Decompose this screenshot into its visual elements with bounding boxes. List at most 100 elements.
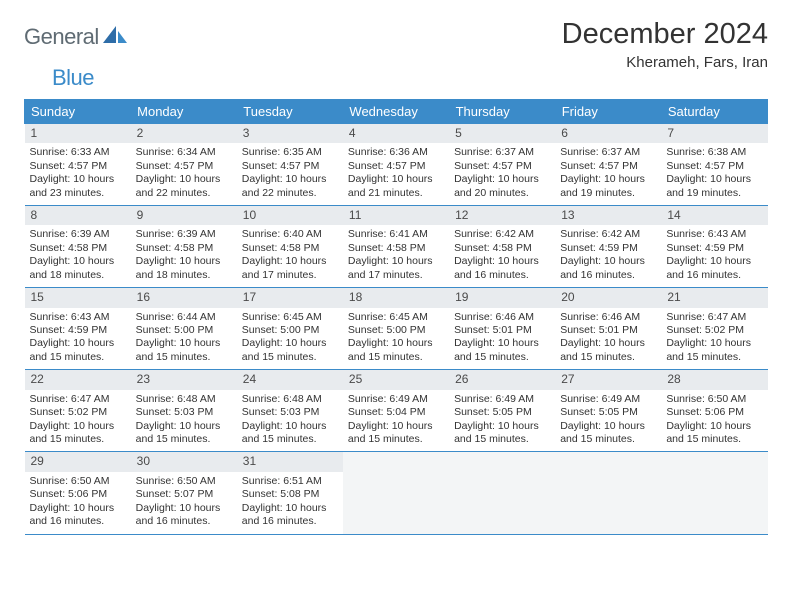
day-header: Tuesday [237,100,343,124]
empty-day [343,452,449,534]
sunrise: Sunrise: 6:37 AM [560,146,656,159]
day-number: 7 [661,124,767,143]
location: Kherameh, Fars, Iran [562,54,768,71]
day-cell: 30Sunrise: 6:50 AMSunset: 5:07 PMDayligh… [131,452,237,534]
sunset: Sunset: 4:59 PM [666,242,762,255]
day-number: 18 [343,288,449,307]
calendar-week-row: 29Sunrise: 6:50 AMSunset: 5:06 PMDayligh… [25,452,768,534]
day-body: Sunrise: 6:50 AMSunset: 5:07 PMDaylight:… [131,472,237,534]
day-cell: 28Sunrise: 6:50 AMSunset: 5:06 PMDayligh… [661,370,767,452]
day-number: 28 [661,370,767,389]
day-cell: 9Sunrise: 6:39 AMSunset: 4:58 PMDaylight… [131,206,237,288]
daylight: Daylight: 10 hours and 15 minutes. [30,337,126,364]
day-body: Sunrise: 6:49 AMSunset: 5:05 PMDaylight:… [555,390,661,452]
day-cell: 23Sunrise: 6:48 AMSunset: 5:03 PMDayligh… [131,370,237,452]
day-header: Friday [555,100,661,124]
day-cell: 2Sunrise: 6:34 AMSunset: 4:57 PMDaylight… [131,124,237,206]
day-body: Sunrise: 6:35 AMSunset: 4:57 PMDaylight:… [237,143,343,205]
daylight: Daylight: 10 hours and 20 minutes. [454,173,550,200]
sunrise: Sunrise: 6:49 AM [454,393,550,406]
day-body: Sunrise: 6:37 AMSunset: 4:57 PMDaylight:… [449,143,555,205]
daylight: Daylight: 10 hours and 16 minutes. [560,255,656,282]
sunrise: Sunrise: 6:45 AM [242,311,338,324]
day-header: Monday [131,100,237,124]
day-cell: 7Sunrise: 6:38 AMSunset: 4:57 PMDaylight… [661,124,767,206]
title-block: December 2024 Kherameh, Fars, Iran [562,18,768,71]
day-cell: 29Sunrise: 6:50 AMSunset: 5:06 PMDayligh… [25,452,131,534]
empty-day [661,452,767,534]
logo-text-general: General [24,24,99,50]
sunset: Sunset: 4:57 PM [348,160,444,173]
sunrise: Sunrise: 6:49 AM [560,393,656,406]
empty-day [449,452,555,534]
sunset: Sunset: 5:05 PM [454,406,550,419]
day-body: Sunrise: 6:45 AMSunset: 5:00 PMDaylight:… [343,308,449,370]
day-body: Sunrise: 6:46 AMSunset: 5:01 PMDaylight:… [449,308,555,370]
day-cell: 27Sunrise: 6:49 AMSunset: 5:05 PMDayligh… [555,370,661,452]
sunrise: Sunrise: 6:34 AM [136,146,232,159]
day-body: Sunrise: 6:45 AMSunset: 5:00 PMDaylight:… [237,308,343,370]
day-number: 15 [25,288,131,307]
sunrise: Sunrise: 6:38 AM [666,146,762,159]
sunrise: Sunrise: 6:41 AM [348,228,444,241]
day-header: Sunday [25,100,131,124]
day-number: 29 [25,452,131,471]
sunset: Sunset: 5:06 PM [666,406,762,419]
day-number: 2 [131,124,237,143]
sunset: Sunset: 5:02 PM [30,406,126,419]
sunrise: Sunrise: 6:37 AM [454,146,550,159]
calendar-table: SundayMondayTuesdayWednesdayThursdayFrid… [24,99,768,535]
day-cell: 21Sunrise: 6:47 AMSunset: 5:02 PMDayligh… [661,288,767,370]
sunrise: Sunrise: 6:49 AM [348,393,444,406]
sunrise: Sunrise: 6:48 AM [242,393,338,406]
day-body: Sunrise: 6:39 AMSunset: 4:58 PMDaylight:… [25,225,131,287]
day-cell: 10Sunrise: 6:40 AMSunset: 4:58 PMDayligh… [237,206,343,288]
daylight: Daylight: 10 hours and 15 minutes. [666,337,762,364]
sunset: Sunset: 4:59 PM [30,324,126,337]
daylight: Daylight: 10 hours and 23 minutes. [30,173,126,200]
sunrise: Sunrise: 6:44 AM [136,311,232,324]
day-body: Sunrise: 6:50 AMSunset: 5:06 PMDaylight:… [661,390,767,452]
logo-text-blue: Blue [52,65,94,91]
sunset: Sunset: 5:00 PM [242,324,338,337]
sunrise: Sunrise: 6:50 AM [136,475,232,488]
sunrise: Sunrise: 6:40 AM [242,228,338,241]
sunset: Sunset: 5:07 PM [136,488,232,501]
sunset: Sunset: 4:57 PM [30,160,126,173]
sunset: Sunset: 5:03 PM [136,406,232,419]
day-body: Sunrise: 6:36 AMSunset: 4:57 PMDaylight:… [343,143,449,205]
day-cell: 22Sunrise: 6:47 AMSunset: 5:02 PMDayligh… [25,370,131,452]
daylight: Daylight: 10 hours and 15 minutes. [666,420,762,447]
daylight: Daylight: 10 hours and 15 minutes. [348,337,444,364]
sunset: Sunset: 4:57 PM [242,160,338,173]
day-cell: 11Sunrise: 6:41 AMSunset: 4:58 PMDayligh… [343,206,449,288]
day-number: 6 [555,124,661,143]
day-body: Sunrise: 6:37 AMSunset: 4:57 PMDaylight:… [555,143,661,205]
sunset: Sunset: 4:58 PM [348,242,444,255]
daylight: Daylight: 10 hours and 16 minutes. [454,255,550,282]
sunrise: Sunrise: 6:39 AM [136,228,232,241]
day-body: Sunrise: 6:46 AMSunset: 5:01 PMDaylight:… [555,308,661,370]
day-number: 26 [449,370,555,389]
day-body: Sunrise: 6:43 AMSunset: 4:59 PMDaylight:… [661,225,767,287]
sunset: Sunset: 4:57 PM [560,160,656,173]
sunset: Sunset: 5:06 PM [30,488,126,501]
daylight: Daylight: 10 hours and 15 minutes. [136,420,232,447]
sunrise: Sunrise: 6:50 AM [666,393,762,406]
day-number: 8 [25,206,131,225]
sunset: Sunset: 5:05 PM [560,406,656,419]
sunset: Sunset: 4:58 PM [242,242,338,255]
day-cell: 8Sunrise: 6:39 AMSunset: 4:58 PMDaylight… [25,206,131,288]
sunset: Sunset: 5:01 PM [454,324,550,337]
day-body: Sunrise: 6:38 AMSunset: 4:57 PMDaylight:… [661,143,767,205]
sunrise: Sunrise: 6:35 AM [242,146,338,159]
sunset: Sunset: 4:58 PM [30,242,126,255]
sunrise: Sunrise: 6:47 AM [30,393,126,406]
day-body: Sunrise: 6:39 AMSunset: 4:58 PMDaylight:… [131,225,237,287]
daylight: Daylight: 10 hours and 22 minutes. [242,173,338,200]
day-number: 4 [343,124,449,143]
sunrise: Sunrise: 6:47 AM [666,311,762,324]
daylight: Daylight: 10 hours and 15 minutes. [454,337,550,364]
day-header-row: SundayMondayTuesdayWednesdayThursdayFrid… [25,100,768,124]
sunrise: Sunrise: 6:43 AM [666,228,762,241]
